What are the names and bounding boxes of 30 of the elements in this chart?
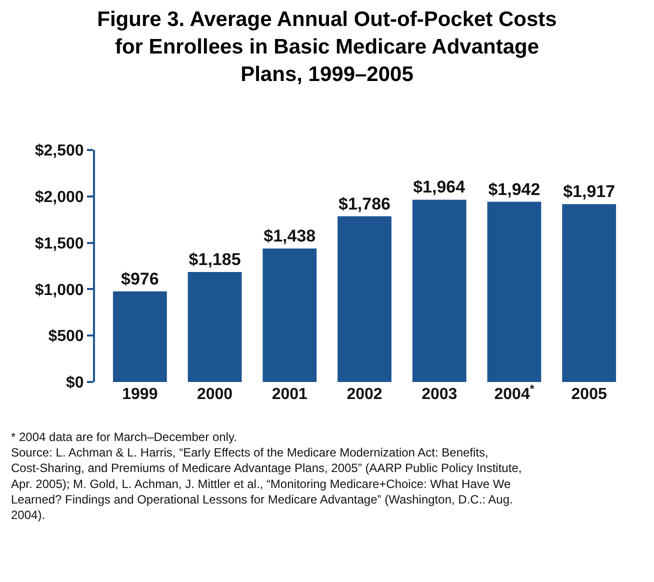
bar [412,200,466,382]
x-tick-label: 2005 [571,386,607,403]
bar [188,272,242,382]
data-label: $1,964 [413,178,466,197]
y-tick-label: $1,500 [34,235,84,252]
chart-title: Figure 3. Average Annual Out-of-Pocket Costs for Enrollees in Basic Medicare Advantage Plans, 1999–2005 [97,8,557,86]
bar [487,202,542,382]
bar [562,204,616,382]
x-tick-label: 2002 [346,386,382,403]
source-note: Source: L. Achman & L. Harris, “Early Effects of the Medicare Modernization Act: Benefits, Cost-Sharing, and Premiums of Medicare Advantage Plans, 2005” (AARP Public Policy Institute, Apr. 2005); M. Gold, L. Achman, J. Mittler et al., “Monitoring Medicare+Choice: What Have We Learned? Findings and Operational Lessons for Medicare Advantage” (Washington, D.C.: Aug. 2004). [11,446,522,522]
y-tick-label: $2,500 [34,142,84,160]
data-label: $1,185 [188,250,241,270]
x-tick-label: 1999 [122,386,158,403]
x-tick-label: 2001 [272,386,308,403]
x-tick-label: 2004$^{*}$ [494,383,535,403]
bar [112,291,167,382]
data-label: $1,917 [563,182,616,202]
x-tick-label: 2000 [196,386,233,403]
data-label: $1,942 [488,180,540,199]
y-tick-label: $1,000 [34,282,84,299]
data-label: $1,786 [338,194,390,214]
bar [262,248,317,382]
x-tick-label: 2003 [422,386,458,403]
bar [338,216,392,382]
data-label: $1,438 [264,226,316,246]
y-tick-label: $2,000 [34,189,84,206]
y-tick-label: $0 [66,374,84,392]
y-tick-label: $500 [48,328,84,346]
data-label: $976 [121,269,159,288]
text: * 2004 data are for March–December only. [11,430,237,444]
